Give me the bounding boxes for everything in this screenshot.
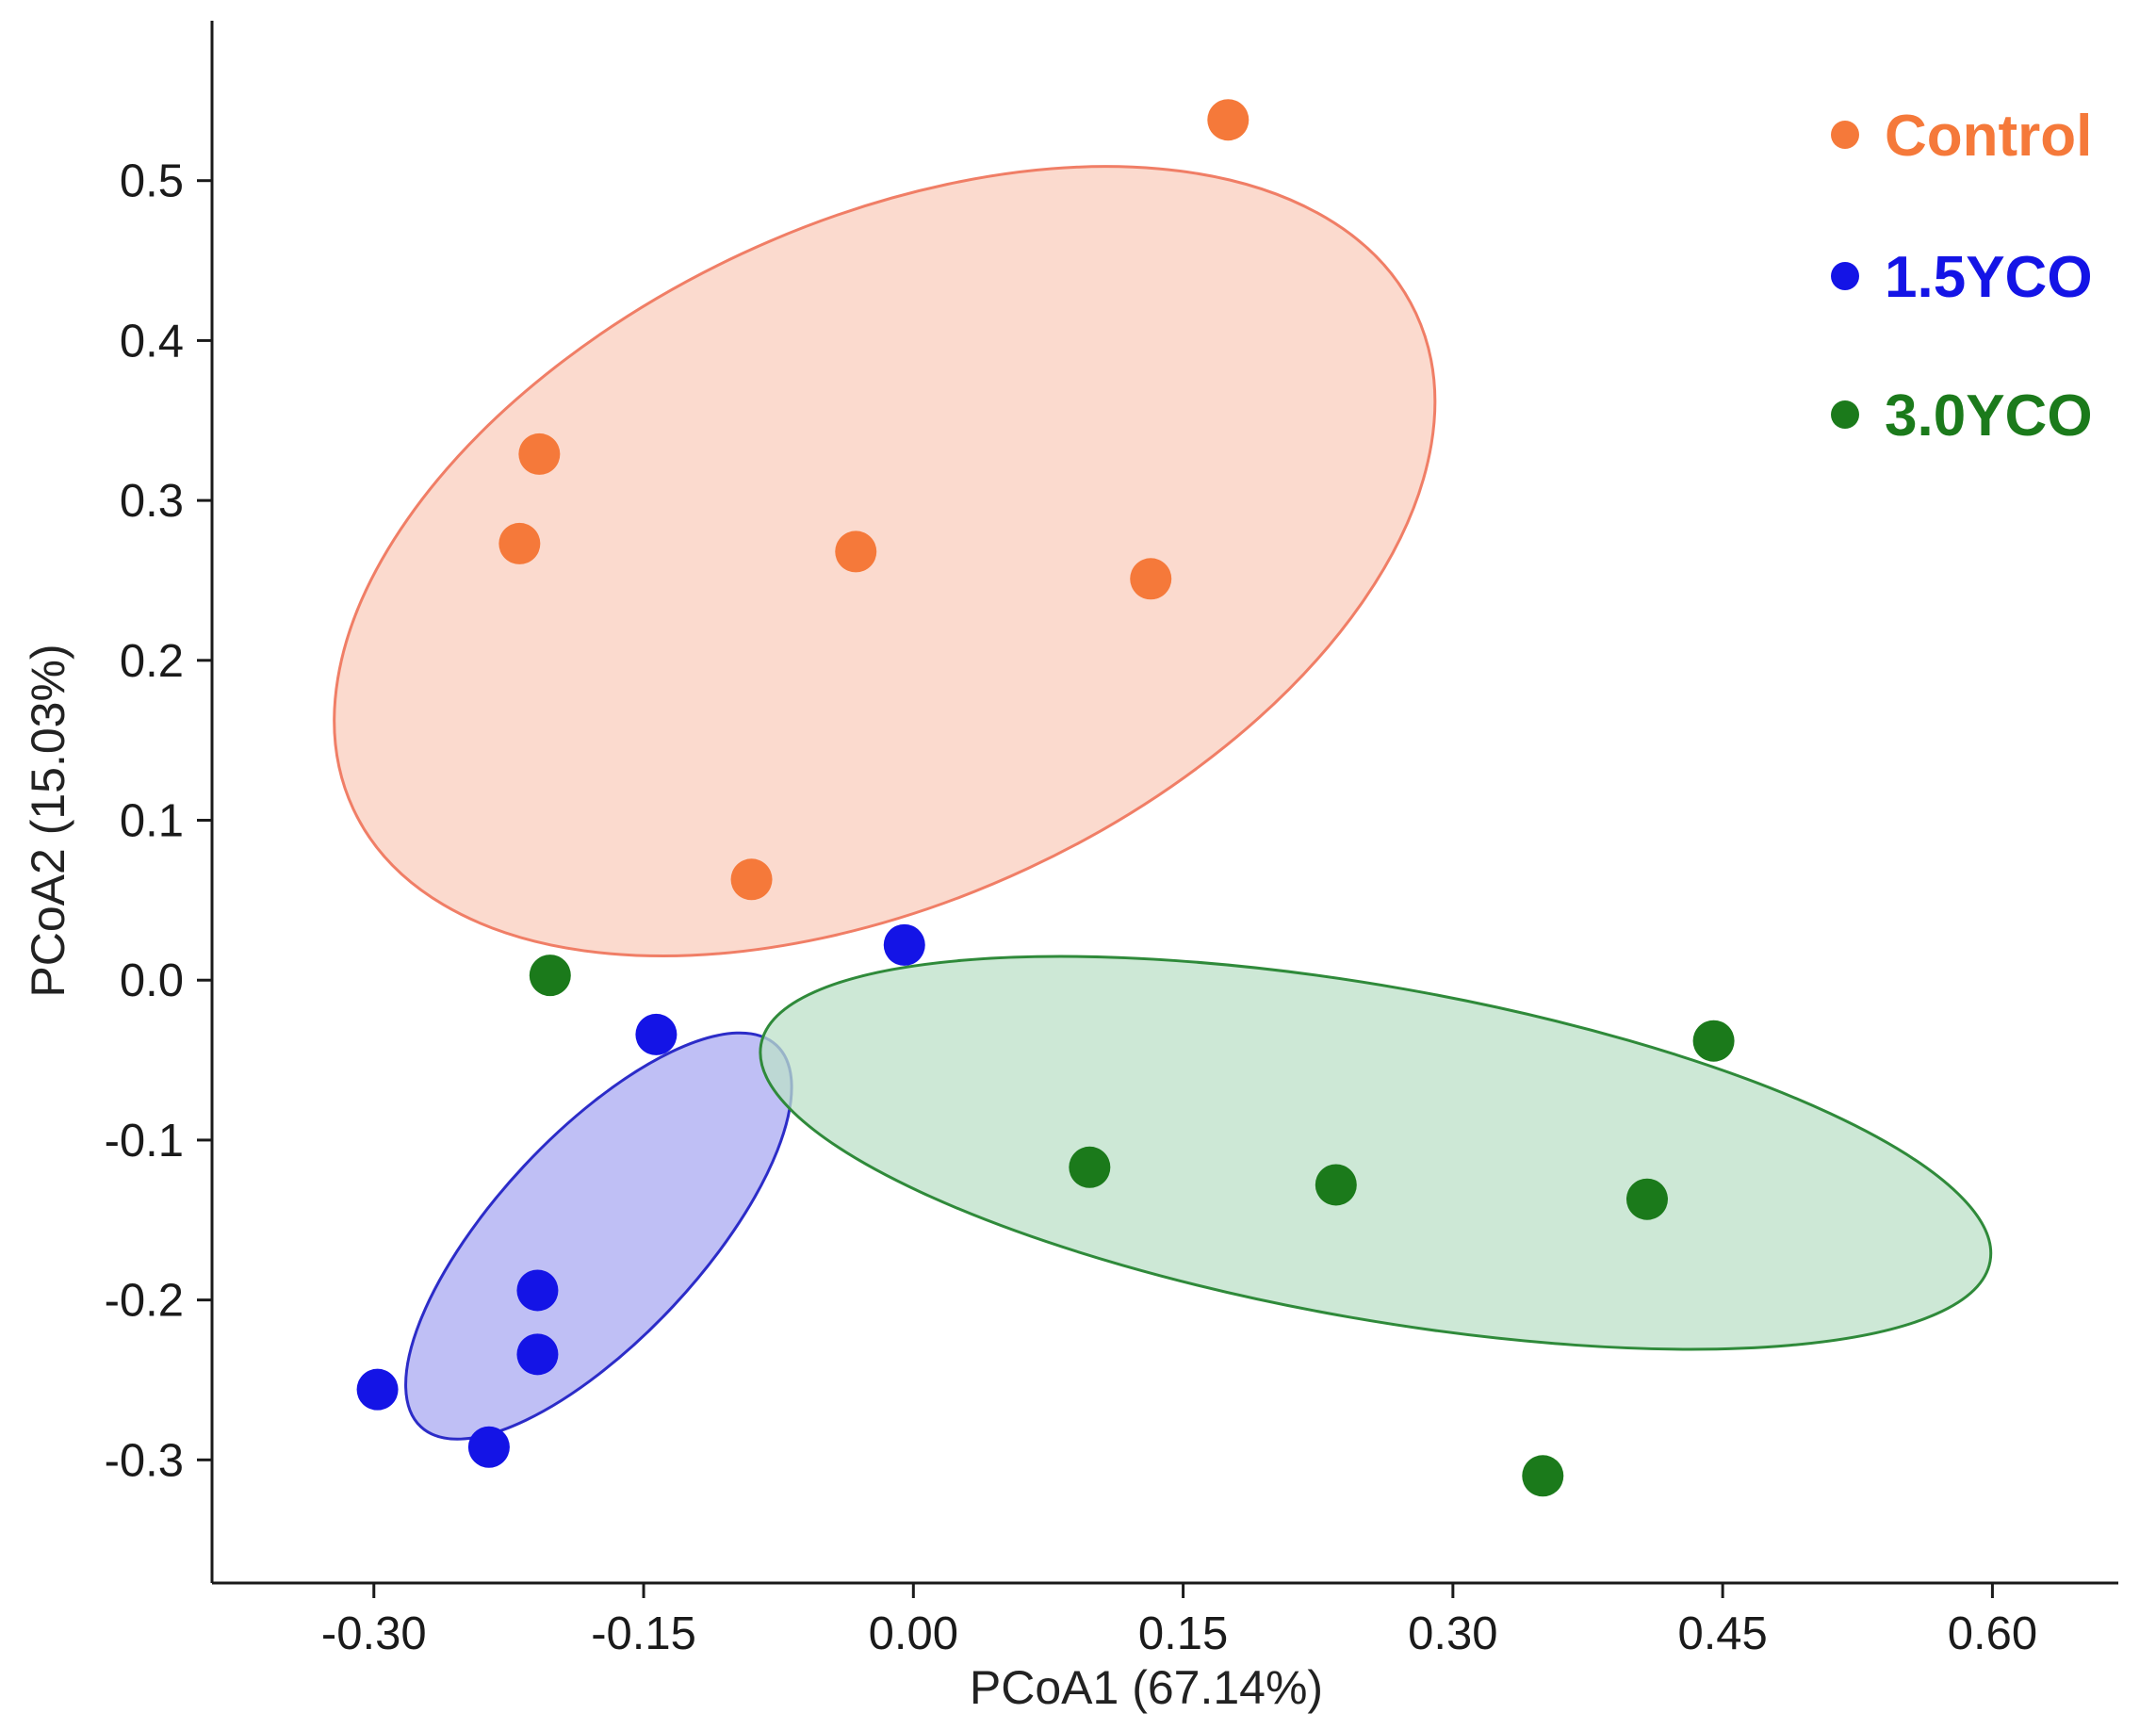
point-1-5yco-1 bbox=[883, 923, 925, 966]
point-3-0yco-6 bbox=[1522, 1455, 1564, 1497]
axis-ticks: -0.30 -0.15 0.00 0.15 0.30 0.45 0.60 -0.3 -0.2 -0… bbox=[105, 156, 2038, 1659]
x-tick-label: 0.45 bbox=[1677, 1608, 1767, 1659]
y-tick-label: 0.1 bbox=[120, 796, 184, 847]
point-3-0yco-3 bbox=[1069, 1146, 1111, 1188]
point-control-4 bbox=[835, 530, 877, 573]
y-tick-label: -0.2 bbox=[105, 1276, 184, 1327]
x-tick-label: -0.30 bbox=[321, 1608, 427, 1659]
point-1-5yco-2 bbox=[635, 1013, 678, 1055]
legend-label-1-5yco: 1.5YCO bbox=[1885, 245, 2093, 310]
y-tick-label: -0.1 bbox=[105, 1116, 184, 1167]
point-control-2 bbox=[518, 432, 561, 475]
legend-marker-control bbox=[1831, 121, 1859, 149]
point-1-5yco-3 bbox=[516, 1269, 559, 1312]
x-tick-label: -0.15 bbox=[591, 1608, 696, 1659]
x-tick-label: 0.15 bbox=[1138, 1608, 1228, 1659]
y-tick-label: 0.2 bbox=[120, 636, 184, 687]
point-3-0yco-4 bbox=[1315, 1164, 1357, 1206]
y-tick-label: 0.5 bbox=[120, 156, 184, 207]
legend-label-control: Control bbox=[1885, 104, 2092, 169]
ellipse-3-0yco bbox=[759, 955, 1993, 1351]
x-tick-label: 0.60 bbox=[1948, 1608, 2037, 1659]
legend: Control 1.5YCO 3.0YCO bbox=[1831, 104, 2093, 449]
point-3-0yco-1 bbox=[529, 955, 571, 997]
y-tick-label: 0.3 bbox=[120, 476, 184, 527]
y-tick-label: -0.3 bbox=[105, 1435, 184, 1486]
axes bbox=[210, 21, 2118, 1585]
point-1-5yco-5 bbox=[356, 1368, 399, 1411]
legend-marker-3-0yco bbox=[1831, 400, 1859, 429]
y-axis-title: PCoA2 (15.03%) bbox=[22, 644, 74, 997]
confidence-ellipses bbox=[333, 165, 1993, 1441]
legend-marker-1-5yco bbox=[1831, 262, 1859, 290]
ellipse-control bbox=[333, 165, 1437, 957]
point-control-3 bbox=[498, 522, 541, 564]
point-1-5yco-6 bbox=[467, 1426, 510, 1468]
y-tick-label: 0.0 bbox=[120, 955, 184, 1006]
point-3-0yco-5 bbox=[1625, 1178, 1668, 1220]
point-control-6 bbox=[730, 858, 773, 901]
point-1-5yco-4 bbox=[516, 1333, 559, 1376]
x-axis-title: PCoA1 (67.14%) bbox=[970, 1661, 1323, 1714]
x-tick-label: 0.00 bbox=[869, 1608, 958, 1659]
point-control-1 bbox=[1207, 99, 1250, 141]
point-3-0yco-2 bbox=[1692, 1020, 1735, 1062]
legend-label-3-0yco: 3.0YCO bbox=[1885, 384, 2093, 449]
data-points bbox=[356, 99, 1735, 1497]
point-control-5 bbox=[1130, 558, 1172, 600]
x-tick-label: 0.30 bbox=[1408, 1608, 1497, 1659]
y-tick-label: 0.4 bbox=[120, 316, 184, 367]
